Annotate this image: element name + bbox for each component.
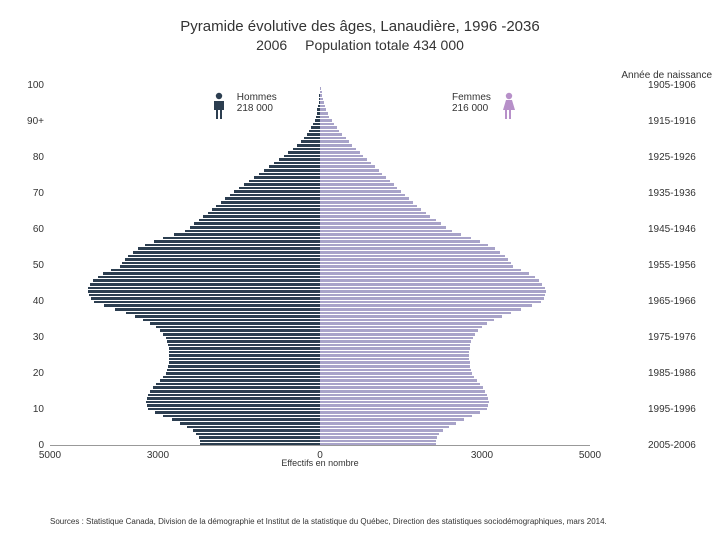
y-tick-birth-year: 1955-1956: [648, 260, 718, 271]
source-citation: Sources : Statistique Canada, Division d…: [50, 517, 607, 526]
y-tick-age: 100: [14, 80, 44, 91]
y-tick-birth-year: 2005-2006: [648, 440, 718, 451]
y-tick-age: 80: [14, 152, 44, 163]
y-tick-age: 30: [14, 332, 44, 343]
chart-population: Population totale 434 000: [305, 37, 464, 53]
y-tick-age: 10: [14, 404, 44, 415]
y-tick-age: 50: [14, 260, 44, 271]
y-tick-birth-year: 1935-1936: [648, 188, 718, 199]
y-tick-birth-year: 1925-1926: [648, 152, 718, 163]
y-tick-birth-year: 1985-1986: [648, 368, 718, 379]
chart-title-block: Pyramide évolutive des âges, Lanaudière,…: [0, 18, 720, 53]
x-axis-line: [50, 445, 590, 446]
y-tick-age: 90+: [14, 116, 44, 127]
y-tick-age: 20: [14, 368, 44, 379]
y-tick-age: 70: [14, 188, 44, 199]
y-tick-birth-year: 1975-1976: [648, 332, 718, 343]
chart-subtitle: 2006 Population totale 434 000: [0, 37, 720, 53]
pyramid-chart: 10090+80706050403020100 5000300003000500…: [50, 86, 590, 446]
x-axis-title: Effectifs en nombre: [50, 458, 590, 468]
y-tick-birth-year: 1905-1906: [648, 80, 718, 91]
y-tick-birth-year: 1915-1916: [648, 116, 718, 127]
chart-title: Pyramide évolutive des âges, Lanaudière,…: [0, 18, 720, 35]
y-tick-birth-year: 1945-1946: [648, 224, 718, 235]
y-tick-age: 60: [14, 224, 44, 235]
y-tick-birth-year: 1995-1996: [648, 404, 718, 415]
chart-year: 2006: [256, 37, 287, 53]
y-tick-birth-year: 1965-1966: [648, 296, 718, 307]
y-tick-age: 40: [14, 296, 44, 307]
pyramid-bars: [50, 86, 590, 446]
